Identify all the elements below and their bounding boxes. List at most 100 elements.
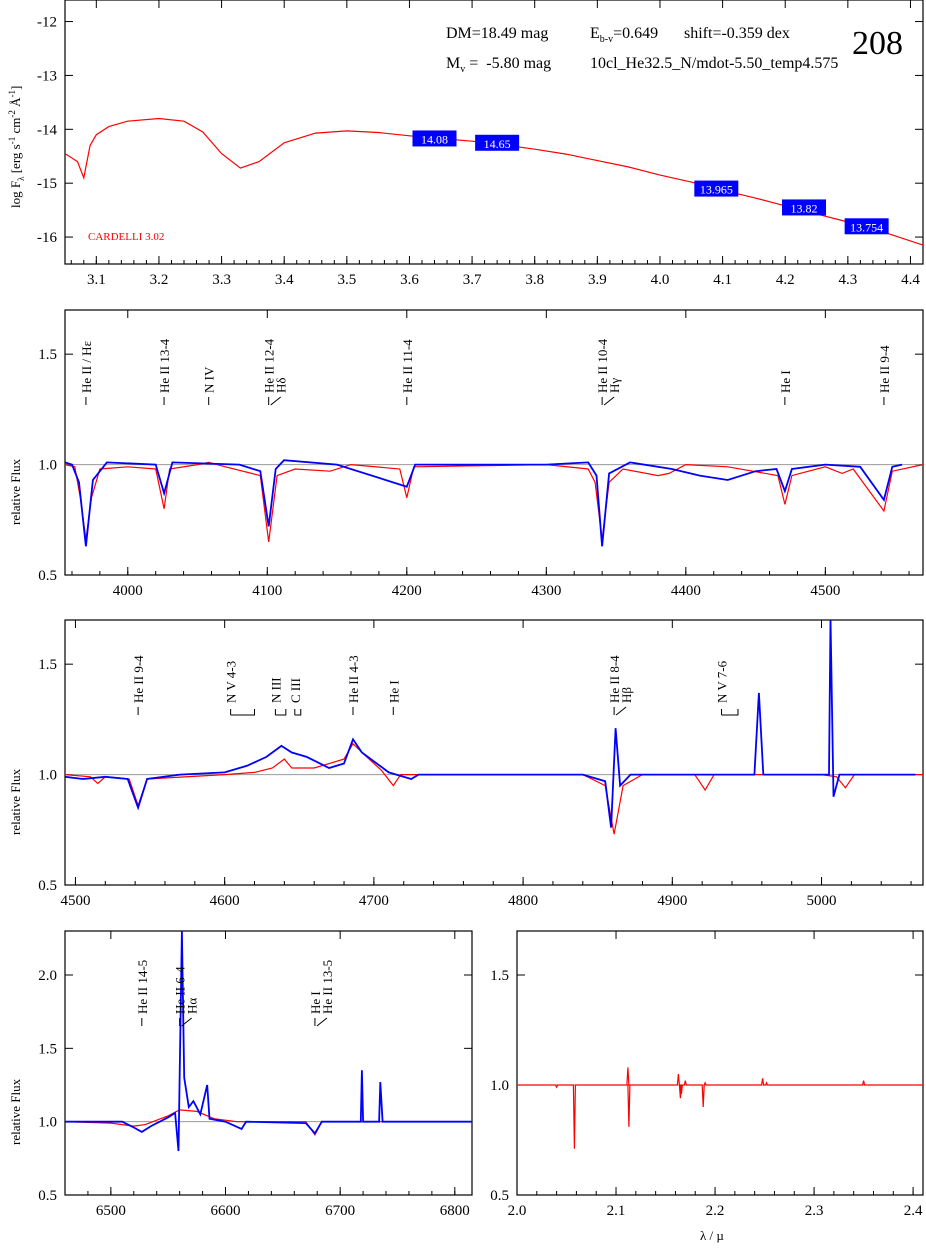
y-tick-label: 0.5	[38, 878, 57, 894]
observed-line	[65, 931, 472, 1152]
x-tick-label: 3.2	[150, 272, 169, 288]
x-tick-label: 2.4	[904, 1203, 923, 1219]
line-label-2: He II 13-5	[320, 960, 335, 1014]
ir-plot: 2.0 2.1 2.2 2.3 2.4 0.5 1.0 1.5	[490, 931, 923, 1219]
blue-plot-series	[65, 459, 923, 547]
color-excess: Eb-v=0.649	[590, 25, 658, 45]
x-tick-label: 6800	[440, 1203, 470, 1219]
x-tick-label: 4600	[210, 893, 240, 909]
ebv-value: =0.649	[613, 25, 658, 42]
y-tick-label: -16	[37, 230, 57, 246]
line-marker-2	[316, 1017, 328, 1027]
x-tick-label: 3.3	[212, 272, 231, 288]
y-tick-label: 2.0	[38, 968, 57, 984]
line-marker	[294, 709, 302, 716]
ir-frame	[516, 930, 924, 1196]
x-tick-label: 4800	[508, 893, 538, 909]
line-label: He II 10-4	[595, 338, 610, 393]
line-marker	[230, 709, 256, 716]
line-label: He II 14-5	[135, 960, 150, 1014]
line-marker-2	[270, 396, 282, 406]
x-tick-label: 3.1	[87, 272, 106, 288]
photometry-box	[694, 180, 739, 197]
x-tick-label: 3.5	[337, 272, 356, 288]
x-tick-label: 3.7	[463, 272, 482, 288]
line-label: C III	[288, 678, 303, 703]
x-tick-label: 4.2	[776, 272, 795, 288]
x-tick-label: 4900	[657, 893, 687, 909]
x-tick-label: 2.0	[508, 1203, 527, 1219]
model-name: 10cl_He32.5_N/mdot-5.50_temp4.575	[590, 55, 838, 72]
ylabel-i: ]	[8, 86, 23, 90]
mv-prefix: M	[446, 55, 460, 72]
ylabel-d: -1	[7, 137, 17, 145]
line-label: N IV	[202, 366, 217, 393]
x-tick-label: 4300	[531, 583, 561, 599]
blue-panel: 4000 4100 4200 4300 4400 4500 0.5 1.0 1.5 He II /…	[8, 309, 924, 599]
distance-modulus: DM=18.49 mag	[446, 25, 548, 42]
line-label-2: Hγ	[607, 378, 622, 393]
x-tick-label: 3.4	[275, 272, 294, 288]
y-tick-label: -13	[37, 68, 57, 84]
line-label: He II 9-4	[877, 345, 892, 393]
line-label: He II 13-4	[157, 338, 172, 393]
x-tick-label: 3.8	[525, 272, 544, 288]
y-tick-label: -14	[37, 122, 57, 138]
blue-plot: 4000 4100 4200 4300 4400 4500 0.5 1.0 1.5 He II /…	[38, 310, 923, 599]
x-tick-label: 4.3	[838, 272, 857, 288]
photometry-label: 14.65	[484, 137, 511, 151]
line-label: He II 6-4	[173, 966, 188, 1014]
line-label: He I	[308, 991, 323, 1014]
line-label: He I	[778, 370, 793, 393]
line-marker	[274, 709, 287, 716]
observed-line	[65, 620, 916, 828]
y-tick-label: 1.0	[38, 1115, 57, 1131]
ir-plot-series	[517, 1067, 923, 1149]
red-frame	[64, 930, 473, 1196]
model-line	[65, 742, 923, 835]
ir-panel: 2.0 2.1 2.2 2.3 2.4 0.5 1.0 1.5 λ / µ	[490, 930, 924, 1243]
x-tick-label: 4700	[359, 893, 389, 909]
observed-line	[65, 459, 903, 547]
x-tick-label: 6600	[211, 1203, 241, 1219]
photometry-label: 13.965	[700, 183, 733, 197]
x-tick-label: 4.0	[651, 272, 670, 288]
photometry-label: 13.754	[850, 220, 883, 234]
photometry-box	[844, 218, 889, 235]
y-tick-label: -12	[37, 15, 57, 31]
ylabel-f: -2	[7, 110, 17, 118]
x-tick-label: 3.9	[588, 272, 607, 288]
line-label: He II 4-3	[346, 655, 361, 703]
blue-ylabel: relative Flux	[8, 458, 23, 525]
photometry-box	[475, 134, 520, 151]
sed-plot: 3.1 3.2 3.3 3.4 3.5 3.6 3.7 3.8 3.9 4.0 4.1 4.2 4.3 4…	[37, 0, 924, 288]
x-tick-label: 6500	[96, 1203, 126, 1219]
x-tick-label: 4000	[113, 583, 143, 599]
ebv-prefix: E	[590, 25, 600, 42]
y-tick-label: 0.5	[38, 1188, 57, 1204]
line-label-2: Hα	[185, 998, 200, 1014]
line-label: He II 8-4	[607, 655, 622, 703]
sed-frame	[64, 0, 924, 265]
ylabel-e: cm	[8, 118, 23, 137]
green-plot: 4500 4600 4700 4800 4900 5000 0.5 1.0 1.5 He II 9…	[38, 620, 923, 909]
line-label: He II 9-4	[131, 655, 146, 703]
ylabel-h: -1	[7, 90, 17, 98]
x-tick-label: 4.1	[713, 272, 732, 288]
y-tick-label: 1.5	[38, 347, 57, 363]
sed-ylabel: log Fλ [erg s-1 cm-2 Å-1]	[7, 86, 26, 208]
y-tick-label: 1.5	[38, 1041, 57, 1057]
photometry-box	[782, 199, 827, 216]
y-tick-label: 1.0	[38, 768, 57, 784]
ylabel-g: Å	[8, 97, 23, 110]
photometry-label: 14.08	[421, 132, 448, 146]
x-tick-label: 6700	[325, 1203, 355, 1219]
line-marker-2	[181, 1017, 192, 1027]
x-tick-label: 4200	[392, 583, 422, 599]
y-tick-label: 0.5	[38, 568, 57, 584]
x-tick-label: 4.4	[901, 272, 920, 288]
red-plot-series	[65, 931, 472, 1152]
ylabel-b: λ	[16, 176, 26, 181]
x-tick-label: 2.3	[805, 1203, 824, 1219]
mv-value: = -5.80 mag	[465, 55, 551, 72]
